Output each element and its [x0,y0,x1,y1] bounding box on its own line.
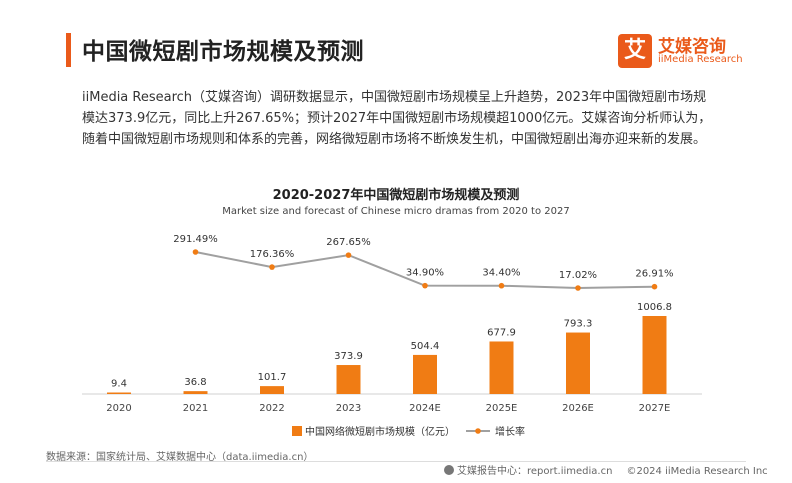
bar-label-2023: 373.9 [334,351,363,362]
legend-bar-swatch [292,426,302,436]
bar-label-2022: 101.7 [258,372,287,383]
logo-mark-icon: 艾 [618,34,652,68]
report-center-icon [444,465,454,475]
growth-point-2023 [345,252,352,258]
growth-label-2022: 176.36% [250,249,295,260]
growth-point-2026E [575,285,581,291]
growth-point-2025E [498,282,505,289]
growth-point-2024E [422,282,428,289]
growth-label-2026E: 17.02% [559,270,597,281]
footer: 艾媒报告中心：report.iimedia.cn ©2024 iiMedia Re… [444,462,768,477]
bar-2024E [413,354,437,394]
bar-2023 [336,365,361,394]
legend-line-marker [475,428,481,434]
summary-paragraph: iiMedia Research（艾媒咨询）调研数据显示，中国微短剧市场规模呈上… [82,90,712,147]
x-tick-2024E: 2024E [409,403,441,414]
legend-bar-label: 中国网络微短剧市场规模（亿元） [305,425,455,438]
x-tick-2027E: 2027E [639,403,671,414]
bar-label-2026E: 793.3 [564,319,593,330]
chart-subtitle: Market size and forecast of Chinese micr… [222,206,570,217]
bar-2026E [566,332,590,394]
growth-label-2025E: 34.40% [482,268,520,279]
bar-2027E [642,316,667,394]
x-tick-2026E: 2026E [562,403,594,414]
bar-label-2027E: 1006.8 [637,302,672,313]
bar-label-2020: 9.4 [111,379,127,390]
x-tick-2020: 2020 [106,403,131,414]
x-tick-2022: 2022 [259,403,284,414]
growth-point-2021 [192,249,199,255]
footer-divider [46,461,746,462]
bar-label-2025E: 677.9 [487,327,516,338]
growth-point-2022 [269,264,275,270]
growth-label-2021: 291.49% [173,234,218,245]
data-source: 数据来源：国家统计局、艾媒数据中心（data.iimedia.cn） [46,452,314,463]
legend-line-label: 增长率 [495,425,525,438]
growth-point-2027E [651,283,658,290]
chart-title: 2020-2027年中国微短剧市场规模及预测 [272,188,520,203]
bar-2022 [260,386,284,394]
x-tick-2025E: 2025E [486,403,518,414]
x-tick-2023: 2023 [336,403,361,414]
logo-name-en: iiMedia Research [658,54,743,65]
bar-label-2021: 36.8 [184,377,206,388]
footer-copyright: ©2024 iiMedia Research Inc [626,466,768,477]
title-accent-bar [66,33,71,67]
bar-2021 [183,391,208,394]
brand-logo: 艾 艾媒咨询 iiMedia Research [618,34,748,70]
bar-2020 [107,392,131,394]
growth-label-2024E: 34.90% [406,268,444,279]
footer-report-link[interactable]: 艾媒报告中心：report.iimedia.cn [457,466,613,477]
bar-label-2024E: 504.4 [411,341,440,352]
growth-label-2027E: 26.91% [635,269,673,280]
x-tick-2021: 2021 [183,403,208,414]
growth-label-2023: 267.65% [326,237,371,248]
logo-name-cn: 艾媒咨询 [658,37,726,57]
page-title: 中国微短剧市场规模及预测 [82,39,364,65]
bar-2025E [489,341,514,394]
